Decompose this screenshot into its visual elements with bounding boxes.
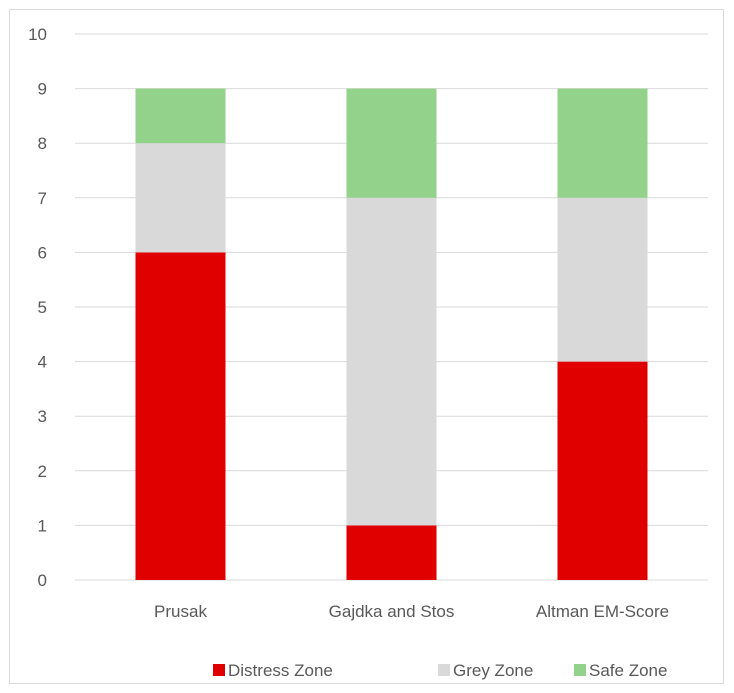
y-tick-label: 4 xyxy=(38,353,47,372)
y-tick-label: 1 xyxy=(38,516,47,535)
bar-distress-zone-2 xyxy=(557,361,648,580)
x-axis-ticks: Prusak Gajdka and Stos Altman EM-Score xyxy=(154,602,669,621)
bar-safe-zone-1 xyxy=(346,88,437,198)
legend-swatch-distress-zone xyxy=(213,664,225,676)
y-tick-label: 0 xyxy=(38,571,47,590)
bar-grey-zone-2 xyxy=(557,197,648,362)
y-tick-label: 7 xyxy=(38,189,47,208)
y-tick-label: 3 xyxy=(38,407,47,426)
legend-label: Grey Zone xyxy=(453,661,533,680)
y-axis-ticks: 0 1 2 3 4 5 6 7 8 9 10 xyxy=(28,25,47,590)
y-tick-label: 9 xyxy=(38,80,47,99)
bar-safe-zone-2 xyxy=(557,88,648,198)
legend-label: Distress Zone xyxy=(228,661,333,680)
bar-distress-zone-0 xyxy=(135,252,226,580)
y-tick-label: 2 xyxy=(38,462,47,481)
legend-label: Safe Zone xyxy=(589,661,667,680)
y-tick-label: 8 xyxy=(38,134,47,153)
legend-swatch-grey-zone xyxy=(438,664,450,676)
y-tick-label: 6 xyxy=(38,243,47,262)
bar-grey-zone-0 xyxy=(135,143,226,253)
x-tick-label: Gajdka and Stos xyxy=(329,602,455,621)
y-tick-label: 10 xyxy=(28,25,47,44)
bar-distress-zone-1 xyxy=(346,525,437,580)
bar-safe-zone-0 xyxy=(135,88,226,144)
bars xyxy=(135,88,648,580)
legend: Distress Zone Grey Zone Safe Zone xyxy=(213,661,667,680)
x-tick-label: Prusak xyxy=(154,602,207,621)
bar-grey-zone-1 xyxy=(346,197,437,526)
y-tick-label: 5 xyxy=(38,298,47,317)
x-tick-label: Altman EM-Score xyxy=(536,602,669,621)
legend-swatch-safe-zone xyxy=(574,664,586,676)
